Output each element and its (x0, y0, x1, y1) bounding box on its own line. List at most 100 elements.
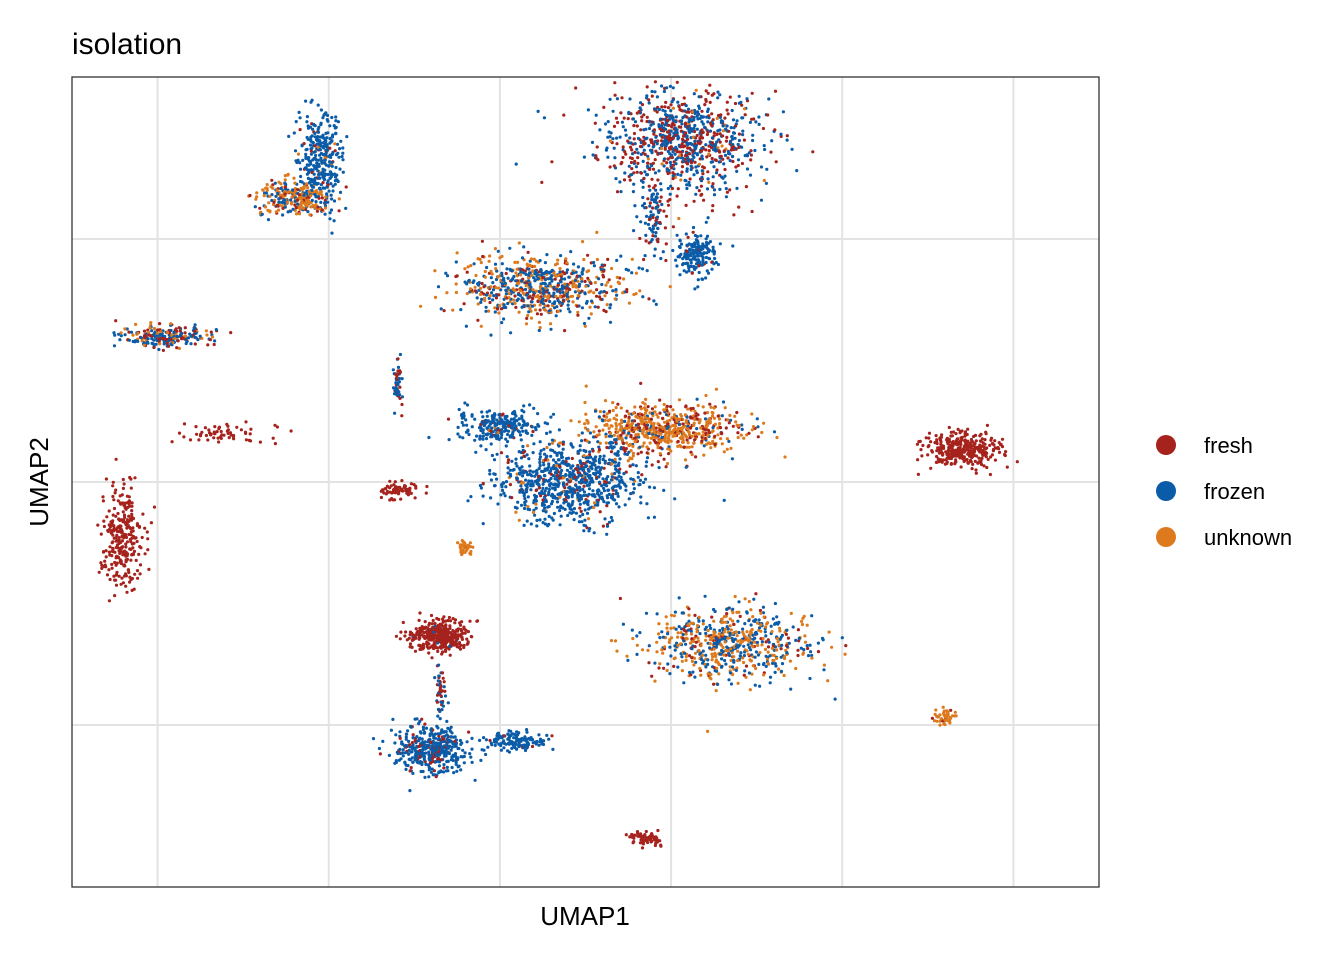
point-fresh (540, 180, 544, 184)
point-unknown (561, 476, 566, 480)
point-frozen (307, 159, 312, 163)
point-frozen (314, 200, 318, 204)
point-frozen (728, 671, 733, 675)
point-fresh (655, 110, 659, 114)
point-frozen (308, 168, 312, 172)
point-unknown (616, 280, 620, 284)
point-unknown (333, 142, 337, 146)
point-frozen (706, 247, 710, 251)
point-fresh (639, 450, 643, 454)
point-frozen (735, 169, 739, 173)
point-frozen (603, 517, 607, 521)
point-frozen (517, 417, 521, 421)
point-frozen (629, 173, 633, 177)
point-frozen (703, 594, 707, 598)
point-fresh (696, 413, 700, 417)
point-fresh (580, 464, 584, 468)
point-unknown (265, 188, 269, 192)
point-fresh (725, 190, 730, 194)
point-fresh (525, 316, 529, 320)
point-fresh (935, 460, 939, 464)
point-unknown (490, 272, 494, 276)
point-frozen (531, 451, 535, 455)
point-frozen (566, 462, 571, 466)
point-frozen (321, 175, 325, 179)
point-frozen (526, 422, 530, 427)
point-fresh (944, 450, 948, 454)
point-frozen (581, 468, 585, 472)
point-frozen (553, 306, 557, 310)
point-unknown (610, 266, 614, 271)
point-frozen (541, 469, 545, 474)
point-fresh (962, 445, 967, 449)
point-unknown (542, 307, 547, 312)
point-frozen (708, 129, 713, 133)
point-frozen (492, 294, 496, 298)
point-unknown (644, 421, 649, 425)
point-unknown (629, 456, 633, 461)
point-frozen (572, 507, 577, 511)
point-fresh (701, 172, 705, 176)
point-unknown (643, 416, 648, 420)
point-frozen (653, 140, 657, 144)
point-fresh (635, 170, 639, 174)
point-fresh (598, 510, 602, 514)
point-frozen (488, 468, 492, 473)
point-frozen (668, 152, 672, 156)
point-unknown (657, 439, 661, 443)
point-frozen (323, 186, 327, 190)
point-frozen (316, 135, 320, 139)
point-fresh (177, 326, 181, 330)
point-unknown (454, 282, 458, 286)
point-fresh (742, 673, 746, 677)
point-frozen (530, 479, 534, 483)
point-frozen (780, 633, 785, 638)
point-frozen (525, 490, 529, 494)
point-unknown (473, 285, 477, 289)
point-frozen (553, 486, 557, 490)
point-frozen (544, 270, 548, 275)
point-fresh (1015, 460, 1019, 464)
point-unknown (706, 433, 710, 437)
point-frozen (341, 158, 345, 162)
point-frozen (600, 282, 604, 287)
point-frozen (636, 471, 640, 475)
point-frozen (700, 154, 704, 158)
point-unknown (684, 632, 688, 636)
point-frozen (671, 116, 675, 120)
point-unknown (671, 106, 676, 110)
point-fresh (481, 254, 485, 259)
point-frozen (584, 465, 588, 469)
point-frozen (528, 271, 532, 275)
point-unknown (681, 440, 685, 444)
point-frozen (567, 275, 571, 279)
point-unknown (551, 304, 555, 308)
point-frozen (325, 192, 329, 196)
point-frozen (658, 133, 663, 137)
point-fresh (951, 450, 955, 454)
point-frozen (504, 305, 508, 310)
point-frozen (306, 210, 310, 214)
point-fresh (564, 498, 568, 502)
point-unknown (642, 441, 646, 445)
point-frozen (634, 464, 638, 468)
point-frozen (761, 605, 766, 609)
point-frozen (549, 327, 553, 331)
point-frozen (816, 641, 821, 645)
point-frozen (591, 494, 595, 498)
point-frozen (714, 148, 718, 152)
point-frozen (549, 275, 553, 279)
point-frozen (578, 485, 582, 490)
point-unknown (629, 449, 633, 453)
point-fresh (949, 462, 954, 466)
point-frozen (552, 301, 557, 306)
point-unknown (560, 272, 564, 276)
point-frozen (720, 175, 724, 179)
point-fresh (649, 417, 654, 421)
point-frozen (711, 175, 715, 179)
point-frozen (577, 284, 581, 288)
point-unknown (644, 397, 648, 401)
point-fresh (688, 177, 692, 181)
point-frozen (529, 285, 533, 289)
point-fresh (633, 159, 637, 163)
